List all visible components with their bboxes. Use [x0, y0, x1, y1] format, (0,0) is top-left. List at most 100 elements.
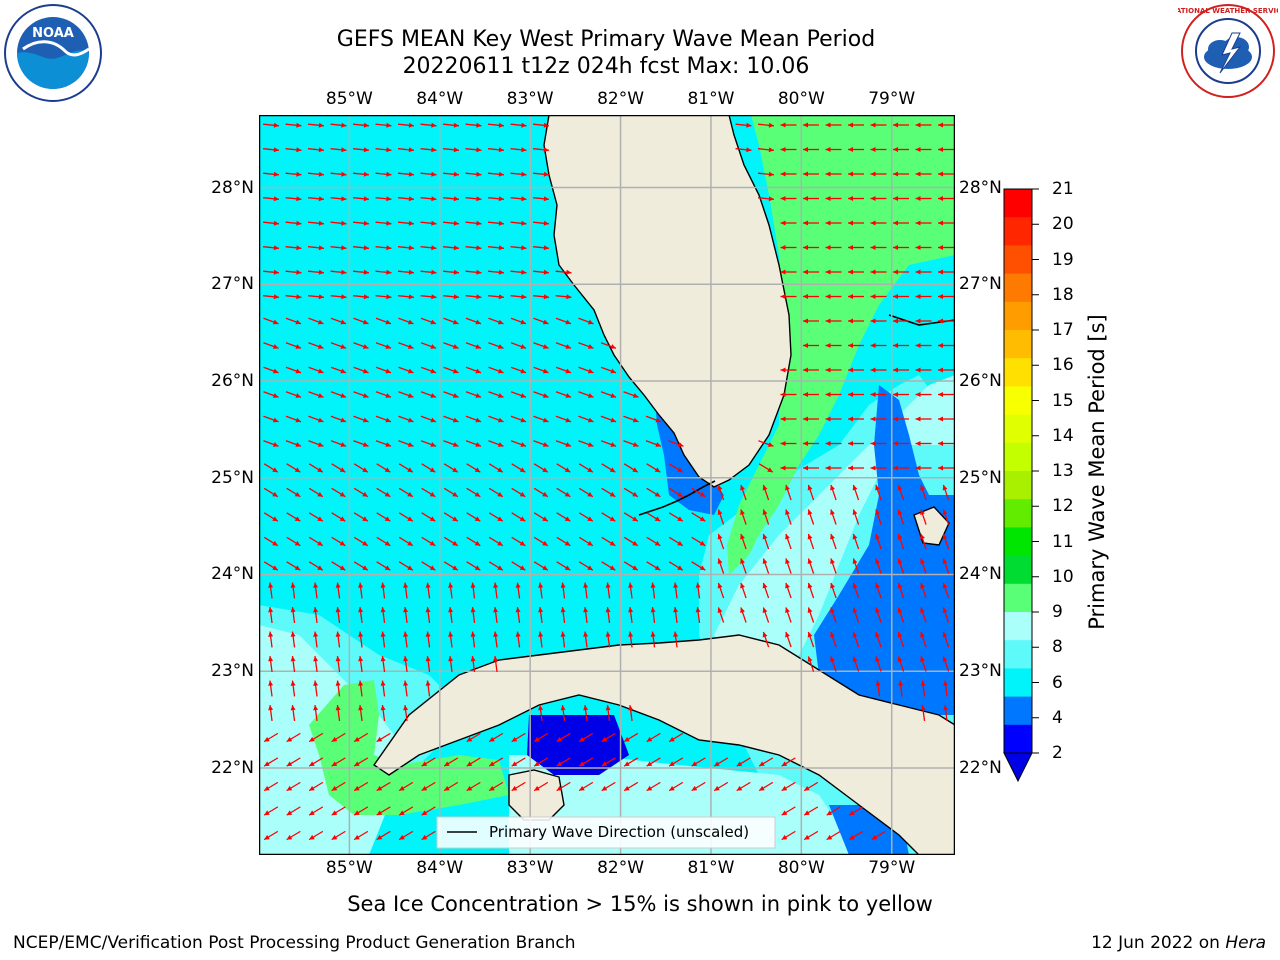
- wave-arrow: [330, 196, 347, 202]
- wave-arrow: [465, 415, 482, 423]
- wave-arrow: [870, 269, 887, 275]
- wave-arrow: [758, 463, 774, 473]
- colorbar-segment: [1004, 217, 1032, 246]
- wave-arrow: [330, 122, 347, 128]
- wave-arrow: [330, 366, 347, 374]
- wave-arrow: [825, 441, 842, 446]
- wave-arrow: [785, 582, 792, 599]
- colorbar-segment: [1004, 555, 1032, 585]
- wave-arrow: [488, 512, 504, 522]
- wave-arrow: [600, 415, 617, 423]
- wave-arrow: [893, 318, 909, 324]
- lat-tick-label: 22°N: [211, 757, 254, 778]
- wave-arrow: [465, 294, 482, 300]
- wave-arrow: [870, 147, 887, 152]
- wave-arrow: [352, 269, 370, 275]
- wave-arrow: [533, 366, 549, 374]
- wave-arrow: [938, 343, 954, 348]
- sea-period-9-10-sw: [309, 680, 509, 815]
- wave-arrow: [650, 582, 656, 599]
- wave-arrow: [376, 781, 391, 792]
- wave-arrow: [583, 704, 589, 722]
- wave-arrow: [285, 294, 302, 300]
- wave-arrow: [668, 512, 684, 522]
- wave-arrow: [442, 294, 460, 300]
- wave-arrow: [376, 536, 391, 547]
- wave-arrow: [848, 806, 864, 816]
- wave-arrow: [920, 680, 926, 697]
- wave-arrow: [915, 269, 932, 275]
- wave-arrow: [736, 757, 751, 767]
- wave-arrow: [578, 487, 594, 498]
- lat-tick-label: 28°N: [959, 177, 1002, 198]
- wave-arrow: [358, 680, 364, 697]
- wave-arrow: [628, 606, 634, 624]
- wave-arrow: [307, 171, 325, 177]
- wave-arrow: [758, 781, 774, 792]
- wave-arrow: [691, 512, 706, 522]
- wave-arrow: [785, 484, 792, 501]
- wave-arrow: [510, 415, 527, 423]
- wave-arrow: [942, 631, 950, 648]
- wave-arrow: [442, 171, 460, 177]
- wave-arrow: [465, 317, 482, 325]
- wave-arrow: [470, 606, 476, 624]
- wave-arrow: [691, 781, 706, 792]
- wave-arrow: [403, 631, 409, 648]
- wave-arrow: [942, 607, 950, 623]
- wave-arrow: [781, 781, 796, 792]
- wave-arrow: [600, 366, 617, 374]
- wave-arrow: [285, 245, 302, 251]
- wave-arrow: [533, 342, 549, 349]
- wave-arrow: [511, 536, 526, 547]
- wave-arrow: [897, 533, 905, 550]
- wave-arrow: [352, 245, 370, 251]
- wave-arrow: [780, 367, 797, 373]
- colorbar-extend-min: [1003, 752, 1033, 783]
- wave-arrow: [646, 536, 661, 547]
- wave-arrow: [646, 463, 661, 473]
- wave-arrow: [397, 122, 415, 128]
- colorbar-tick-label: 4: [1052, 707, 1063, 728]
- wave-arrow: [398, 561, 414, 571]
- wave-arrow: [645, 415, 662, 423]
- map-frame: [259, 115, 955, 855]
- wave-arrow: [762, 582, 770, 599]
- wave-arrow: [308, 757, 324, 767]
- footer-machine: Hera: [1225, 933, 1266, 953]
- colorbar-tick-label: 6: [1052, 672, 1063, 693]
- wave-arrow: [578, 732, 594, 743]
- colorbar-segment: [1004, 471, 1032, 500]
- wave-arrow: [803, 318, 819, 324]
- wave-arrow: [263, 487, 279, 498]
- wave-arrow: [578, 512, 594, 522]
- wave-arrow: [942, 484, 950, 501]
- wave-arrow: [938, 171, 954, 177]
- wave-arrow: [290, 704, 296, 722]
- wave-arrow: [330, 220, 347, 226]
- wave-arrow: [470, 582, 476, 599]
- colorbar-segment: [1004, 640, 1032, 669]
- wave-arrow: [920, 656, 927, 672]
- wave-arrow: [556, 781, 571, 792]
- wave-arrow: [870, 441, 887, 446]
- wave-arrow: [397, 147, 415, 153]
- wave-arrow: [875, 582, 882, 599]
- wave-arrow: [920, 558, 927, 574]
- wave-arrow: [781, 757, 796, 767]
- colorbar-segment: [1004, 273, 1032, 303]
- wave-arrow: [448, 631, 454, 648]
- wave-arrow: [668, 757, 684, 767]
- wave-arrow: [487, 269, 505, 275]
- wave-arrow: [352, 147, 370, 153]
- florida-land: [543, 115, 792, 488]
- wave-period-map: Primary Wave Direction (unscaled): [259, 115, 955, 855]
- wave-arrow: [376, 463, 391, 473]
- wave-arrow: [313, 680, 319, 697]
- wave-arrow: [870, 465, 887, 471]
- wave-arrow: [510, 342, 527, 349]
- wave-arrow: [893, 220, 909, 226]
- noaa-logo: NOAA: [4, 4, 102, 102]
- wave-arrow: [263, 463, 279, 473]
- wave-arrow: [263, 732, 279, 743]
